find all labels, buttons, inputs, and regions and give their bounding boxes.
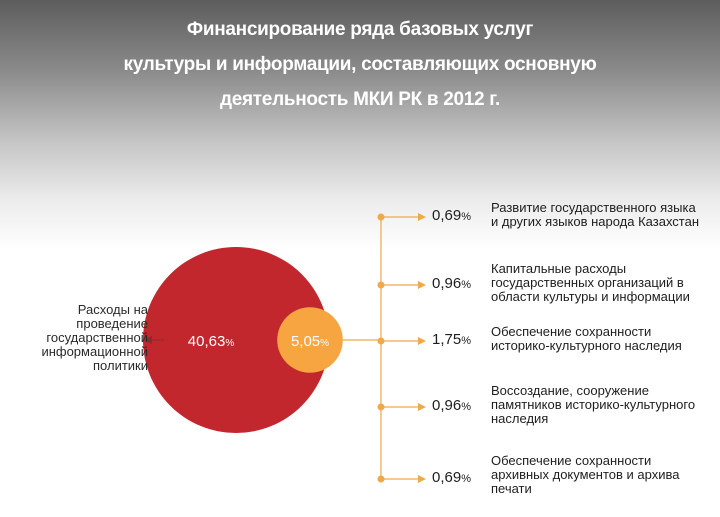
connector-arrowhead: [418, 337, 426, 345]
bubble-sub-label: 5,05%: [291, 333, 329, 350]
connector-arrowhead: [418, 281, 426, 289]
breakdown-label-line: печати: [491, 481, 532, 496]
breakdown-value-unit: %: [461, 211, 471, 223]
breakdown-value-number: 0,96: [432, 275, 462, 292]
breakdown-value: 0,96%: [432, 275, 488, 292]
breakdown-label: Капитальные расходы государственных орган…: [491, 262, 716, 304]
breakdown-label-line: области культуры и информации: [491, 289, 690, 304]
breakdown-label-line: Развитие государственного языка: [491, 200, 696, 215]
chart-title-line: культуры и информации, составляющих осно…: [123, 54, 597, 75]
connector-arrowhead: [418, 213, 426, 221]
left-label-line: Расходы на: [77, 302, 148, 317]
breakdown-value-number: 0,96: [432, 397, 462, 414]
left-label-line: информационной: [41, 344, 148, 359]
breakdown-label-line: памятников историко-культурного: [491, 397, 696, 412]
connector-dot: [377, 475, 385, 483]
bubble-main: [143, 247, 329, 433]
chart-title-line: Финансирование ряда базовых услуг: [186, 19, 534, 40]
breakdown-value-unit: %: [461, 401, 471, 413]
breakdown-value-unit: %: [461, 279, 471, 291]
breakdown-value-number: 1,75: [432, 331, 462, 348]
breakdown-value: 0,69%: [432, 469, 488, 486]
breakdown-label-line: историко-культурного наследия: [491, 338, 682, 353]
breakdown-label-line: Обеспечение сохранности: [491, 453, 652, 468]
breakdown-label-line: Капитальные расходы: [491, 261, 627, 276]
breakdown-value: 1,75%: [432, 331, 488, 348]
connector-dot: [377, 337, 385, 345]
breakdown-label: Обеспечение сохранности историко-культурн…: [491, 325, 716, 353]
connector-dot: [377, 213, 385, 221]
breakdown-label-line: Воссоздание, сооружение: [491, 383, 649, 398]
left-bubble-label: Расходы на проведение государственной ин…: [20, 303, 148, 373]
left-label-line: государственной: [46, 330, 148, 345]
left-label-line: проведение: [76, 316, 148, 331]
breakdown-value: 0,69%: [432, 207, 488, 224]
connector-arrowhead: [418, 475, 426, 483]
bubble-sub: [277, 307, 343, 373]
breakdown-value-number: 0,69: [432, 469, 462, 486]
breakdown-label: Развитие государственного языка и других …: [491, 201, 716, 229]
breakdown-label: Обеспечение сохранности архивных документ…: [491, 454, 716, 496]
breakdown-value-unit: %: [461, 473, 471, 485]
breakdown-label-line: наследия: [491, 411, 549, 426]
bubble-main-label: 40,63%: [188, 333, 235, 350]
chart-title-line: деятельность МКИ РК в 2012 г.: [219, 89, 500, 110]
chart-title: Финансирование ряда базовых услуг культу…: [0, 12, 720, 117]
breakdown-value-number: 0,69: [432, 207, 462, 224]
breakdown-value: 0,96%: [432, 397, 488, 414]
breakdown-label-line: государственных организаций в: [491, 275, 684, 290]
connector-dot: [377, 281, 385, 289]
breakdown-label-line: архивных документов и архива: [491, 467, 680, 482]
left-arrow-head: [144, 336, 152, 344]
left-label-line: политики: [93, 358, 148, 373]
breakdown-value-unit: %: [461, 335, 471, 347]
connector-dot: [377, 403, 385, 411]
breakdown-label-line: и других языков народа Казахстан: [491, 214, 700, 229]
breakdown-label: Воссоздание, сооружение памятников истори…: [491, 384, 716, 426]
breakdown-label-line: Обеспечение сохранности: [491, 324, 652, 339]
connector-arrowhead: [418, 403, 426, 411]
